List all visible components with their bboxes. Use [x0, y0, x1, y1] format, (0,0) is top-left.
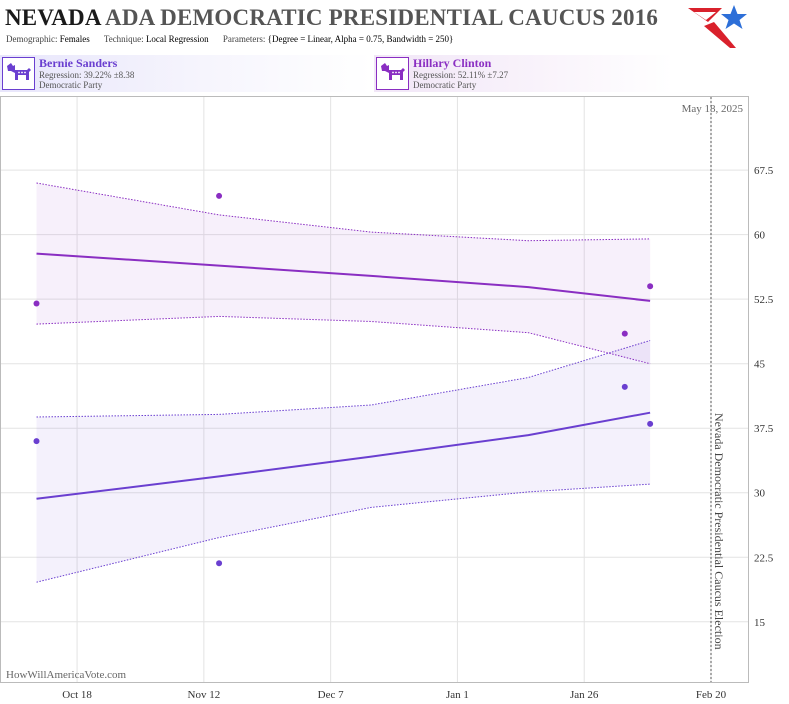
- poll-point: [216, 560, 223, 567]
- y-tick-label: 37.5: [754, 423, 774, 435]
- x-tick-label: Nov 12: [188, 689, 221, 701]
- candidate-name: Hillary Clinton: [413, 56, 492, 70]
- parameters-label: Parameters:: [222, 34, 266, 44]
- election-day-label: Nevada Democratic Presidential Caucus El…: [712, 413, 726, 650]
- y-tick-label: 67.5: [754, 165, 774, 177]
- parameters-value: {Degree = Linear, Alpha = 0.75, Bandwidt…: [267, 34, 454, 44]
- band-lower-line: [36, 483, 651, 583]
- poll-point: [621, 383, 628, 390]
- x-tick-label: Jan 1: [446, 689, 469, 701]
- y-tick-label: 52.5: [754, 294, 774, 306]
- site-logo-icon: [688, 5, 747, 48]
- poll-point: [647, 420, 654, 427]
- page-title: NEVADA ADA DEMOCRATIC PRESIDENTIAL CAUCU…: [5, 5, 658, 31]
- watermark: HowWillAmericaVote.com: [6, 669, 126, 681]
- candidate-party: Democratic Party: [39, 80, 103, 90]
- poll-point: [621, 330, 628, 337]
- candidate-name: Bernie Sanders: [39, 56, 118, 70]
- y-tick-label: 15: [754, 617, 766, 629]
- poll-point: [647, 283, 654, 290]
- candidate-regression: Regression: 39.22% ±8.38: [39, 70, 135, 80]
- trend-line: [36, 252, 651, 302]
- title-rest: ADA DEMOCRATIC PRESIDENTIAL CAUCUS 2016: [105, 5, 659, 30]
- x-axis-ticks: Oct 18 Nov 12 Dec 7 Jan 1 Jan 26 Feb 20: [62, 689, 726, 701]
- poll-point: [33, 300, 40, 307]
- candidate-regression: Regression: 52.11% ±7.27: [413, 70, 509, 80]
- demographic-value: Females: [59, 34, 90, 44]
- chart: Nevada Democratic Presidential Caucus El…: [0, 96, 774, 701]
- title-state: NEVADA: [5, 5, 101, 30]
- democrat-donkey-icon: [2, 57, 35, 90]
- y-tick-label: 22.5: [754, 552, 774, 564]
- y-tick-label: 45: [754, 359, 766, 371]
- trend-lines: [36, 252, 651, 500]
- date-stamp: May 18, 2025: [682, 103, 744, 115]
- candidate-card-sanders: Bernie Sanders Regression: 39.22% ±8.38 …: [0, 55, 372, 92]
- chart-parameters: Demographic: Females Technique: Local Re…: [6, 34, 465, 44]
- technique-value: Local Regression: [145, 34, 209, 44]
- candidate-party: Democratic Party: [413, 80, 477, 90]
- band-lower-line: [36, 315, 651, 365]
- democrat-donkey-icon: [376, 57, 409, 90]
- y-axis-ticks: 15 22.5 30 37.5 45 52.5 60 67.5: [754, 165, 774, 629]
- candidate-card-clinton: Hillary Clinton Regression: 52.11% ±7.27…: [374, 55, 674, 92]
- poll-point: [33, 438, 40, 445]
- confidence-band: [36, 340, 651, 583]
- demographic-label: Demographic:: [6, 34, 58, 44]
- x-tick-label: Feb 20: [696, 689, 727, 701]
- y-tick-label: 30: [754, 488, 766, 500]
- trend-line: [36, 411, 651, 500]
- x-tick-label: Oct 18: [62, 689, 92, 701]
- header: NEVADA ADA DEMOCRATIC PRESIDENTIAL CAUCU…: [0, 0, 789, 52]
- y-tick-label: 60: [754, 230, 766, 242]
- donkey-graphic: [7, 63, 31, 80]
- donkey-graphic: [381, 63, 405, 80]
- poll-point: [216, 192, 223, 199]
- x-tick-label: Jan 26: [570, 689, 599, 701]
- data-points: [33, 192, 654, 567]
- band-upper-line: [36, 182, 651, 242]
- technique-label: Technique:: [103, 34, 144, 44]
- x-tick-label: Dec 7: [318, 689, 344, 701]
